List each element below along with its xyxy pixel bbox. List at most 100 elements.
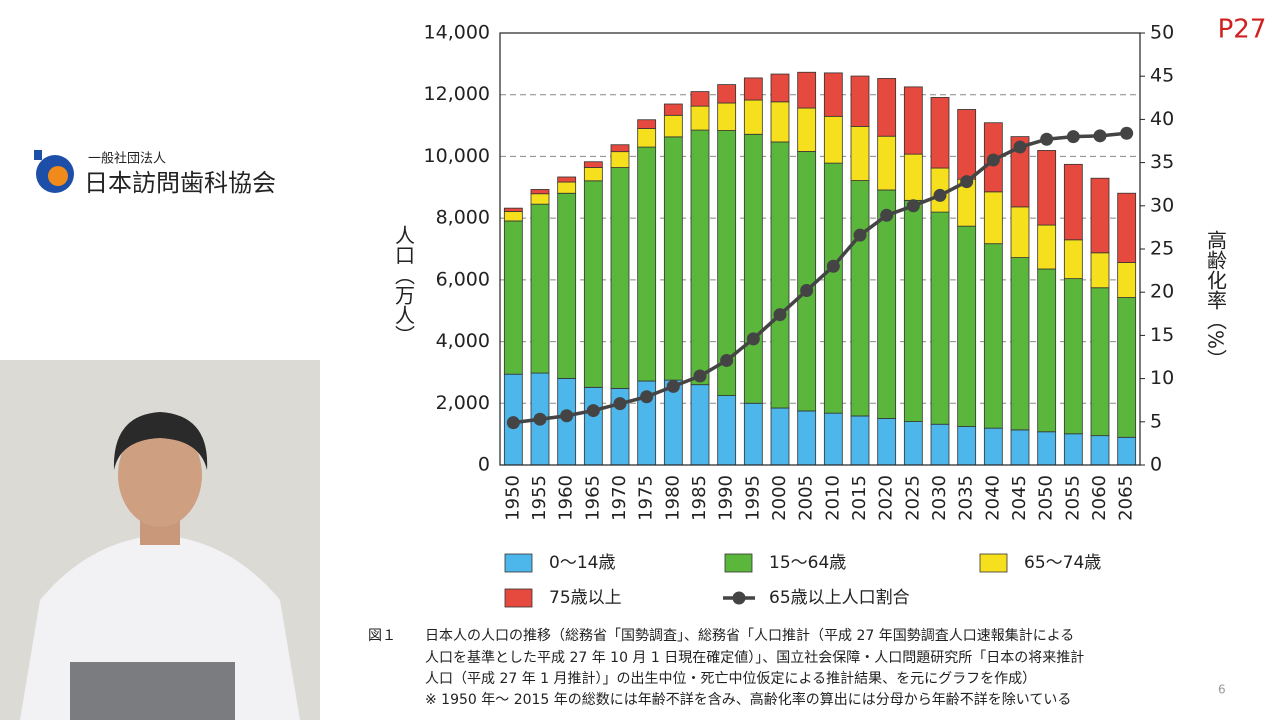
bar-segment xyxy=(583,386,603,466)
bar-segment xyxy=(797,71,817,109)
bar-segment xyxy=(637,146,657,382)
bar-segment xyxy=(1090,435,1110,466)
bar-segment xyxy=(983,427,1003,466)
x-tick-label: 2055 xyxy=(1062,475,1083,521)
y-tick-label: 0 xyxy=(478,454,490,476)
bar-segment xyxy=(957,109,977,180)
logo-name: 日本訪問歯科協会 xyxy=(84,169,276,197)
x-tick-label: 2025 xyxy=(902,475,923,521)
line-marker xyxy=(666,379,680,393)
bar-segment xyxy=(1037,431,1057,466)
x-tick-label: 1970 xyxy=(609,475,630,521)
bar-segment xyxy=(610,151,630,168)
y2-tick-label: 45 xyxy=(1150,65,1174,87)
y2-tick-label: 50 xyxy=(1150,22,1174,44)
x-tick-label: 1990 xyxy=(716,475,737,521)
legend-label: 0～14歳 xyxy=(549,553,615,573)
x-tick-label: 2000 xyxy=(769,475,790,521)
line-marker xyxy=(720,353,734,367)
bar-segment xyxy=(1117,297,1137,438)
line-marker xyxy=(800,283,814,297)
legend-label: 65歳以上人口割合 xyxy=(769,588,910,608)
x-tick-label: 1965 xyxy=(582,475,603,521)
y-axis-title: 人口（万人） xyxy=(392,225,416,345)
bar-segment xyxy=(823,72,843,117)
x-tick-label: 2020 xyxy=(876,475,897,521)
x-tick-label: 1950 xyxy=(502,475,523,521)
bar-segment xyxy=(743,133,763,404)
bar-segment xyxy=(1063,239,1083,280)
bar-segment xyxy=(1010,257,1030,431)
bar-segment xyxy=(503,220,523,375)
line-marker xyxy=(506,416,520,430)
bar-segment xyxy=(557,181,577,194)
presenter-hair xyxy=(113,412,208,470)
line-marker xyxy=(533,412,547,426)
line-marker xyxy=(906,199,920,213)
line-marker xyxy=(693,369,707,383)
caption-line: 人口（平成 27 年 1 月推計）」の出生中位・死亡中位仮定による推計結果、を元… xyxy=(425,671,1036,687)
x-tick-label: 2005 xyxy=(796,475,817,521)
y2-axis-title: 高齢化率（%） xyxy=(1204,230,1228,369)
bar-segment xyxy=(663,136,683,381)
x-tick-label: 1960 xyxy=(556,475,577,521)
bar-segment xyxy=(717,102,737,131)
y2-tick-label: 30 xyxy=(1150,194,1174,216)
bar-segment xyxy=(1037,224,1057,270)
bar-segment xyxy=(770,101,790,143)
bar-segment xyxy=(877,189,897,419)
bar-segment xyxy=(850,180,870,417)
bar-segment xyxy=(583,180,603,388)
y2-tick-label: 0 xyxy=(1150,454,1162,476)
bar-segment xyxy=(983,243,1003,429)
y-tick-label: 4,000 xyxy=(436,330,490,352)
x-tick-label: 2030 xyxy=(929,475,950,521)
line-marker xyxy=(746,332,760,346)
line-marker xyxy=(960,175,974,189)
bar-segment xyxy=(530,203,550,374)
legend-marker xyxy=(732,591,746,605)
bar-segment xyxy=(1090,177,1110,254)
bar-segment xyxy=(610,167,630,389)
legend-swatch xyxy=(724,553,753,573)
bar-segment xyxy=(930,211,950,425)
bar-segment xyxy=(877,418,897,466)
bar-segment xyxy=(797,410,817,466)
y2-tick-label: 40 xyxy=(1150,108,1174,130)
line-marker xyxy=(1013,140,1027,154)
legend-swatch xyxy=(979,553,1008,573)
x-tick-label: 2050 xyxy=(1036,475,1057,521)
bar-segment xyxy=(743,402,763,466)
plot-frame xyxy=(499,32,1141,466)
line-marker xyxy=(986,153,1000,167)
bar-segment xyxy=(637,128,657,148)
y2-tick-label: 35 xyxy=(1150,151,1174,173)
bar-segment xyxy=(557,176,577,183)
x-tick-label: 2010 xyxy=(822,475,843,521)
bar-segment xyxy=(903,86,923,155)
bar-segment xyxy=(583,167,603,182)
bar-segment xyxy=(770,141,790,409)
bar-segment xyxy=(823,115,843,164)
bar-segment xyxy=(1090,287,1110,437)
x-tick-label: 2040 xyxy=(982,475,1003,521)
legend-label: 65～74歳 xyxy=(1024,553,1101,573)
bar-segment xyxy=(823,162,843,414)
y2-tick-label: 5 xyxy=(1150,410,1162,432)
bar-segment xyxy=(690,129,710,386)
x-tick-label: 2065 xyxy=(1116,475,1137,521)
bar-segment xyxy=(797,107,817,152)
bar-segment xyxy=(850,126,870,181)
bar-segment xyxy=(877,78,897,137)
bar-segment xyxy=(717,84,737,104)
legend-label: 15～64歳 xyxy=(769,553,846,573)
presenter-head xyxy=(118,423,202,527)
bar-segment xyxy=(743,77,763,101)
y2-tick-label: 20 xyxy=(1150,281,1174,303)
bar-segment xyxy=(1117,192,1137,263)
bar-segment xyxy=(903,421,923,466)
bar-segment xyxy=(1063,163,1083,241)
caption-line: 日本人の人口の推移（総務省「国勢調査」、総務省「人口推計（平成 27 年国勢調査… xyxy=(425,627,1074,644)
bar-segment xyxy=(1063,278,1083,435)
